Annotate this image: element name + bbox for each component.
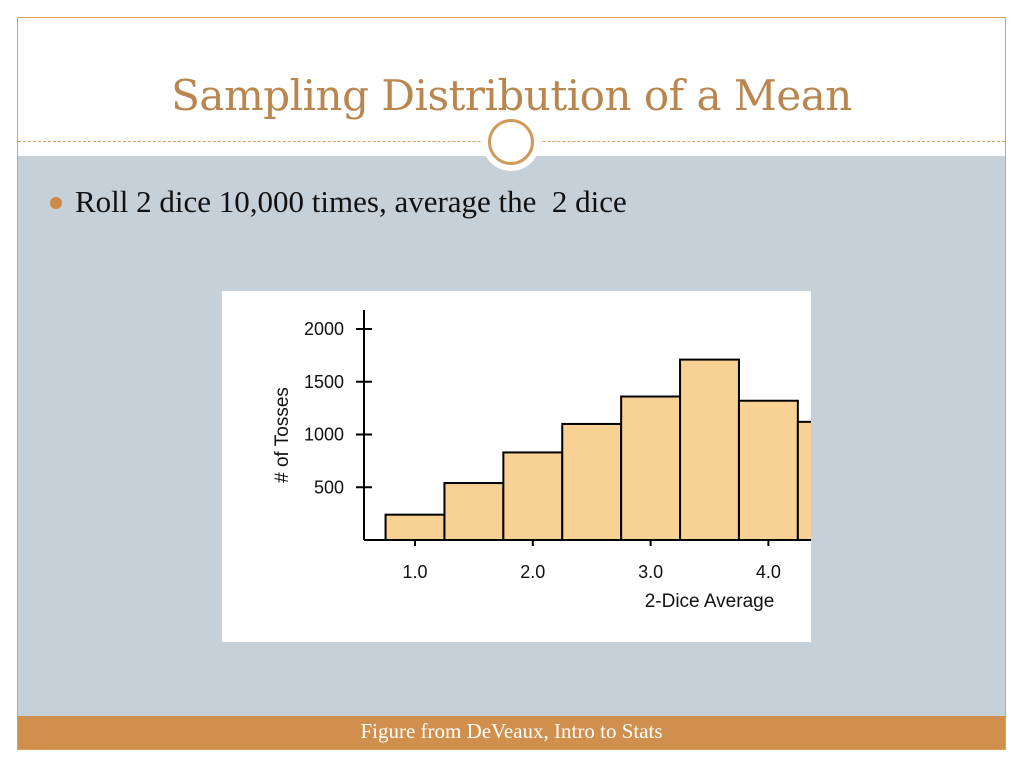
- title-area: Sampling Distribution of a Mean: [17, 17, 1006, 142]
- histogram-svg: 5001000150020001.02.03.04.05.06.02-Dice …: [272, 310, 1024, 612]
- bullet-text: Roll 2 dice 10,000 times, average the 2 …: [75, 184, 627, 219]
- histogram-bar: [561, 422, 623, 541]
- y-tick-label: 1500: [304, 372, 344, 392]
- y-tick-label: 2000: [304, 319, 344, 339]
- footer-caption: Figure from DeVeaux, Intro to Stats: [18, 716, 1005, 749]
- histogram-chart: 5001000150020001.02.03.04.05.06.02-Dice …: [222, 291, 1024, 642]
- x-tick-label: 1.0: [402, 562, 427, 582]
- bullet-item: Roll 2 dice 10,000 times, average the 2 …: [50, 180, 627, 224]
- histogram-bar: [679, 358, 740, 541]
- circle-ornament-icon: [482, 113, 540, 171]
- histogram-bar: [502, 451, 564, 541]
- histogram-bar: [737, 399, 799, 541]
- x-tick-label: 3.0: [638, 562, 663, 582]
- histogram-bar: [384, 513, 446, 541]
- slide-title: Sampling Distribution of a Mean: [171, 71, 852, 120]
- histogram-bar: [796, 420, 858, 541]
- ornament-ring: [488, 119, 534, 165]
- histogram-bar: [620, 395, 682, 541]
- x-tick-label: 4.0: [756, 562, 781, 582]
- bullet-dot-icon: [50, 197, 62, 209]
- y-tick-label: 500: [314, 477, 344, 497]
- x-axis-label: 2-Dice Average: [645, 591, 775, 612]
- x-tick-label: 2.0: [520, 562, 545, 582]
- histogram-bar: [443, 482, 505, 541]
- y-axis-label: # of Tosses: [272, 387, 293, 483]
- y-tick-label: 1000: [304, 425, 344, 445]
